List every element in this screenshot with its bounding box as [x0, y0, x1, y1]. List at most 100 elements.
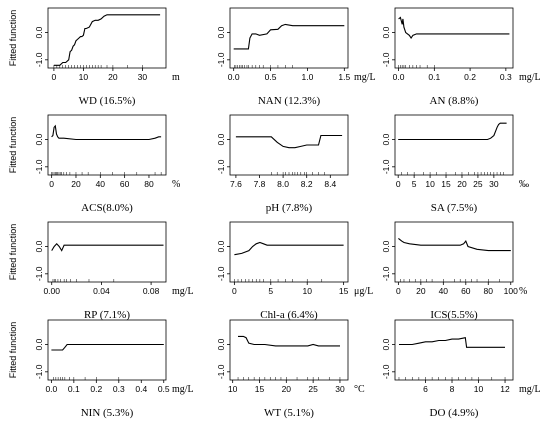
x-unit-label: mg/L — [172, 384, 194, 395]
x-unit-label: ‰ — [519, 179, 529, 190]
plot-frame — [229, 221, 349, 283]
x-tick-label: 30 — [138, 72, 148, 82]
plot-frame — [394, 221, 514, 283]
y-tick-label: 0.0 — [34, 26, 44, 38]
panel-title: WT (5.1%) — [264, 407, 314, 419]
x-tick-label: 0.04 — [93, 286, 110, 296]
y-tick-label: -1.0 — [381, 364, 391, 379]
y-tick-label: 0.0 — [34, 133, 44, 145]
x-unit-label: mg/L — [519, 384, 541, 395]
y-axis-label: Fitted function — [8, 322, 18, 379]
y-tick-label: -1.0 — [381, 266, 391, 281]
y-tick-label: 0.0 — [216, 26, 226, 38]
panel-rp: 0.00 0.04 0.08 -1.0 0.0 mg/L RP (7.1%) Fitted f… — [8, 221, 194, 321]
panel-title: ACS(8.0%) — [81, 202, 133, 214]
x-tick-label: 6 — [423, 384, 428, 394]
x-tick-label: 0 — [396, 286, 401, 296]
panel-acs: 0 20 40 60 80 -1.0 0.0% ACS(8.0%) Fitted functio… — [8, 114, 180, 214]
x-tick-label: 20 — [108, 72, 118, 82]
x-tick-label: 0.1 — [68, 384, 80, 394]
x-tick-label: 1.0 — [302, 72, 314, 82]
panel-title: Chl-a (6.4%) — [260, 309, 318, 321]
panel-chla: 0 5 10 15 -1.0 0.0 μg/L Chl-a (6.4%) — [216, 221, 373, 321]
x-unit-label: μg/L — [354, 286, 373, 297]
y-tick-label: -1.0 — [381, 159, 391, 174]
fitted-curve-do — [399, 337, 505, 348]
plot-frame — [394, 7, 514, 69]
x-tick-label: 7.8 — [254, 179, 266, 189]
fitted-curve-wd — [53, 14, 161, 66]
y-tick-label: 0.0 — [381, 26, 391, 38]
x-tick-label: 0 — [232, 286, 237, 296]
y-tick-label: -1.0 — [34, 266, 44, 281]
y-tick-label: 0.0 — [34, 338, 44, 350]
panel-do: 6 8 10 12 -1.0 0.0 mg/L DO (4.9%) — [381, 319, 541, 419]
x-tick-label: 100 — [504, 286, 518, 296]
plot-frame — [47, 114, 167, 176]
y-tick-label: 0.0 — [381, 338, 391, 350]
fitted-curve-ics — [398, 237, 511, 252]
panel-sa: 0 5 10 15 20 25 30 -1.0 0.0 ‰ SA (7.5%) — [381, 114, 529, 214]
x-tick-label: 10 — [425, 179, 435, 189]
fitted-curve-wt — [238, 335, 340, 347]
x-unit-label: m — [172, 72, 180, 83]
x-tick-label: 8.2 — [301, 179, 313, 189]
fitted-curve-acs — [51, 124, 162, 141]
x-tick-label: 40 — [439, 286, 449, 296]
x-tick-label: 0.08 — [143, 286, 160, 296]
x-tick-label: 0.0 — [228, 72, 240, 82]
x-tick-label: 1.5 — [338, 72, 350, 82]
x-unit-label: °C — [354, 384, 365, 395]
y-tick-label: -1.0 — [216, 52, 226, 67]
x-tick-label: 60 — [120, 179, 130, 189]
y-axis-label: Fitted function — [8, 117, 18, 174]
panel-title: NAN (12.3%) — [258, 95, 321, 107]
panel-wt: 10 15 20 25 30 -1.0 0.0 °C WT (5.1%) — [216, 319, 365, 419]
y-tick-label: 0.0 — [216, 133, 226, 145]
x-tick-label: 0.3 — [113, 384, 125, 394]
x-tick-label: 10 — [302, 286, 312, 296]
x-tick-label: 8.0 — [277, 179, 289, 189]
y-tick-label: -1.0 — [216, 159, 226, 174]
x-tick-label: 10 — [228, 384, 238, 394]
panel-ics: 0 20 40 60 80 100 -1.0 0.0% ICS(5.5%) — [381, 221, 527, 321]
y-tick-label: -1.0 — [216, 364, 226, 379]
x-unit-label: mg/L — [519, 72, 541, 83]
x-tick-label: 15 — [255, 384, 265, 394]
y-tick-label: -1.0 — [381, 52, 391, 67]
y-tick-label: 0.0 — [34, 240, 44, 252]
y-axis-label: Fitted function — [8, 10, 18, 67]
x-tick-label: 60 — [461, 286, 471, 296]
x-tick-label: 7.6 — [230, 179, 242, 189]
panel-an: 0.0 0.1 0.2 0.3-1.00.0mg/LAN (8.8%) — [381, 7, 541, 107]
x-tick-label: 20 — [457, 179, 467, 189]
plot-frame — [229, 7, 349, 69]
x-unit-label: mg/L — [354, 72, 376, 83]
y-tick-label: 0.0 — [216, 338, 226, 350]
x-tick-label: 80 — [144, 179, 154, 189]
x-tick-label: 20 — [416, 286, 426, 296]
panel-title: NIN (5.3%) — [81, 407, 134, 419]
plot-frame — [47, 7, 167, 69]
plot-frame — [394, 114, 514, 176]
x-tick-label: 25 — [473, 179, 483, 189]
plot-frame — [47, 319, 167, 381]
panel-wd: 0 10 20 30 -1.0 0.0 m WD (16.5%) Fitted function — [8, 7, 180, 107]
x-tick-label: 0.0 — [45, 384, 57, 394]
fitted-curve-nan — [233, 23, 345, 50]
x-tick-label: 25 — [308, 384, 318, 394]
x-tick-label: 80 — [484, 286, 494, 296]
x-tick-label: 0 — [49, 179, 54, 189]
y-tick-label: -1.0 — [34, 159, 44, 174]
fitted-curve-sa — [398, 122, 507, 141]
x-tick-label: 10 — [79, 72, 89, 82]
x-tick-label: 12 — [500, 384, 510, 394]
x-tick-label: 5 — [268, 286, 273, 296]
y-tick-label: 0.0 — [216, 240, 226, 252]
x-tick-label: 15 — [339, 286, 349, 296]
x-tick-label: 15 — [441, 179, 451, 189]
x-tick-label: 30 — [489, 179, 499, 189]
